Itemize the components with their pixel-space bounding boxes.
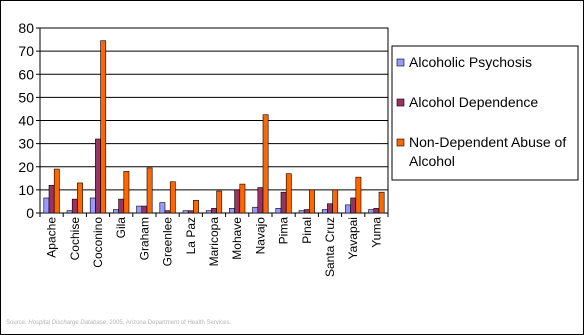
- bar-alcohol-dependence-maricopa: [211, 208, 217, 214]
- bar-non-dependent-abuse-of-alcohol-navajo: [262, 114, 269, 214]
- x-tick-label: Mohave: [230, 217, 244, 260]
- y-tick-label: 40: [18, 113, 34, 129]
- bar-alcohol-dependence-pima: [280, 191, 287, 214]
- bar-non-dependent-abuse-of-alcohol-maricopa: [216, 190, 223, 214]
- bar-non-dependent-abuse-of-alcohol-yavapai: [355, 176, 362, 214]
- bar-alcohol-dependence-mohave: [234, 189, 241, 214]
- x-tick-label: Santa Cruz: [323, 217, 337, 277]
- source-database: Hospital Discharge Database: [28, 320, 107, 326]
- y-tick-label: 70: [18, 43, 34, 59]
- bar-alcoholic-psychosis-yuma: [368, 209, 375, 214]
- legend-label-alcohol-dependence: Alcohol Dependence: [409, 94, 538, 110]
- x-tick-label: Gila: [114, 217, 128, 239]
- bar-alcohol-dependence-yavapai: [350, 197, 357, 214]
- legend-swatch-alcoholic-psychosis: [396, 58, 405, 67]
- y-tick-label: 10: [18, 182, 34, 198]
- bar-non-dependent-abuse-of-alcohol-pima: [285, 173, 292, 214]
- bar-alcohol-dependence-pinal: [303, 209, 310, 214]
- bar-alcoholic-psychosis-graham: [136, 205, 143, 214]
- x-tick-label: Maricopa: [207, 217, 221, 267]
- bar-alcoholic-psychosis-la-paz: [182, 210, 189, 214]
- bar-alcoholic-psychosis-pima: [275, 208, 282, 214]
- x-tick-label: Greenlee: [161, 217, 175, 267]
- y-tick-label: 0: [26, 205, 34, 221]
- bar-alcoholic-psychosis-mohave: [229, 208, 235, 214]
- y-tick-label: 30: [18, 136, 34, 152]
- bar-alcoholic-psychosis-maricopa: [205, 210, 212, 214]
- bar-alcoholic-psychosis-pinal: [298, 210, 305, 214]
- bar-alcohol-dependence-apache: [48, 184, 55, 214]
- bar-alcoholic-psychosis-coconino: [89, 197, 96, 214]
- x-tick-label: Graham: [137, 217, 151, 260]
- bar-alcohol-dependence-santa-cruz: [327, 203, 333, 214]
- bar-non-dependent-abuse-of-alcohol-cochise: [77, 182, 83, 214]
- x-tick-label: Pima: [277, 217, 291, 245]
- bar-alcoholic-psychosis-yavapai: [345, 204, 351, 214]
- y-tick-label: 50: [18, 89, 34, 105]
- x-tick-label: Cochise: [68, 217, 82, 261]
- bar-non-dependent-abuse-of-alcohol-mohave: [239, 183, 246, 214]
- source-suffix: , 2005. Arizona Department of Health Ser…: [106, 320, 232, 326]
- bar-non-dependent-abuse-of-alcohol-graham: [146, 167, 153, 214]
- bar-alcohol-dependence-graham: [141, 205, 148, 214]
- bar-alcoholic-psychosis-greenlee: [159, 202, 166, 214]
- bar-alcoholic-psychosis-navajo: [252, 206, 259, 214]
- x-tick-label: Yuma: [369, 217, 383, 248]
- bar-alcoholic-psychosis-santa-cruz: [321, 209, 328, 214]
- bar-alcohol-dependence-cochise: [71, 198, 78, 214]
- bar-alcohol-dependence-yuma: [373, 208, 380, 214]
- bar-non-dependent-abuse-of-alcohol-greenlee: [169, 181, 176, 214]
- legend-box: [391, 45, 579, 181]
- bar-non-dependent-abuse-of-alcohol-apache: [53, 168, 60, 214]
- bar-non-dependent-abuse-of-alcohol-yuma: [378, 191, 385, 214]
- x-tick-label: Apache: [45, 217, 59, 258]
- source-note: Source: Hospital Discharge Database, 200…: [6, 320, 231, 326]
- bar-alcohol-dependence-coconino: [95, 138, 101, 214]
- bar-alcohol-dependence-gila: [118, 198, 125, 214]
- bar-alcoholic-psychosis-cochise: [66, 210, 73, 214]
- bar-alcohol-dependence-la-paz: [187, 210, 194, 214]
- bar-alcoholic-psychosis-apache: [43, 197, 50, 214]
- legend-label-non-dependent-abuse-of-alcohol: Non-Dependent Abuse of Alcohol: [409, 134, 566, 169]
- bar-non-dependent-abuse-of-alcohol-santa-cruz: [332, 189, 339, 214]
- bar-non-dependent-abuse-of-alcohol-gila: [123, 171, 130, 214]
- bar-alcoholic-psychosis-gila: [113, 209, 119, 214]
- source-prefix: Source:: [6, 320, 29, 326]
- y-tick-label: 60: [18, 66, 34, 82]
- x-tick-label: La Paz: [184, 217, 198, 254]
- bar-non-dependent-abuse-of-alcohol-coconino: [100, 40, 107, 214]
- x-tick-label: Pinal: [300, 217, 314, 244]
- y-tick-label: 80: [18, 20, 34, 36]
- x-tick-label: Yavapai: [346, 217, 360, 259]
- bar-non-dependent-abuse-of-alcohol-pinal: [309, 189, 315, 214]
- bar-alcohol-dependence-navajo: [257, 187, 264, 214]
- x-tick-label: Navajo: [253, 217, 267, 255]
- legend-swatch-non-dependent-abuse-of-alcohol: [396, 138, 405, 147]
- y-tick-label: 20: [18, 159, 34, 175]
- legend-swatch-alcohol-dependence: [396, 98, 405, 107]
- bar-alcohol-dependence-greenlee: [164, 210, 171, 214]
- x-tick-label: Coconino: [91, 217, 105, 268]
- bar-non-dependent-abuse-of-alcohol-la-paz: [193, 199, 199, 214]
- legend-label-alcoholic-psychosis: Alcoholic Psychosis: [409, 54, 532, 70]
